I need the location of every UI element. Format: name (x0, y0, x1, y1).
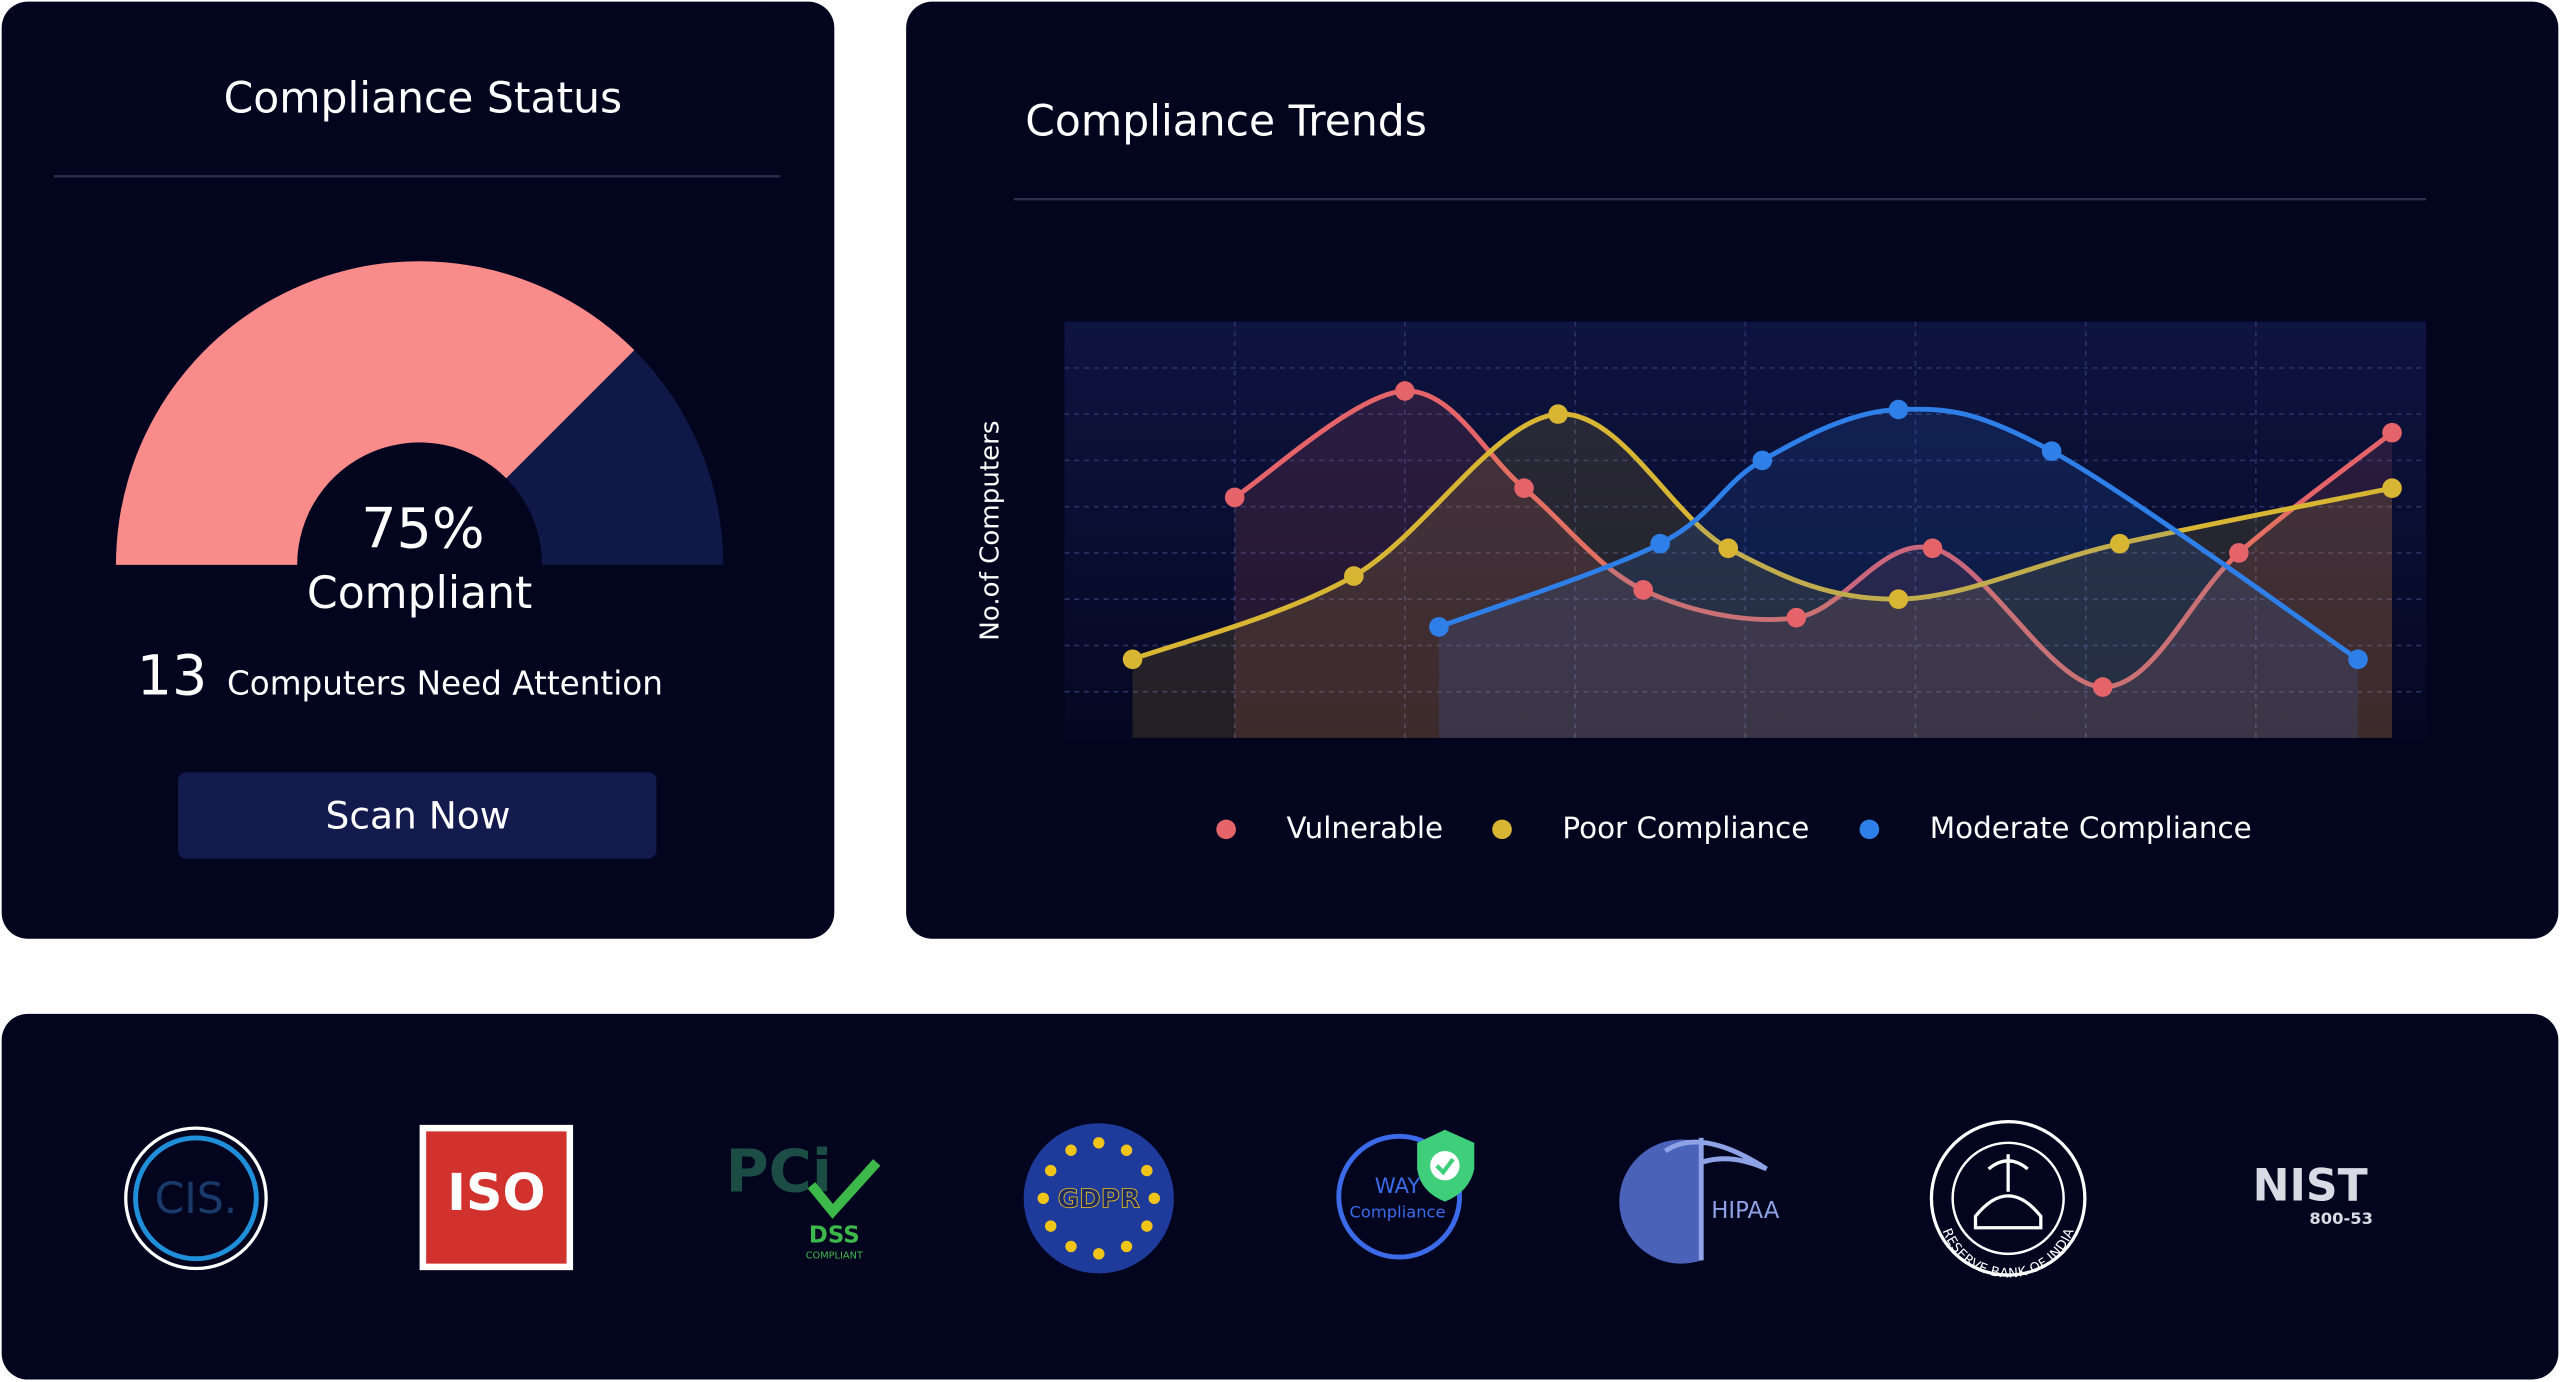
way-badge: WAY Compliance (1336, 1129, 1475, 1260)
star (1093, 1137, 1105, 1149)
badge-text: ISO (447, 1163, 545, 1222)
panel-title: Compliance Status (224, 75, 623, 124)
series-line (1438, 406, 2360, 662)
star (1044, 1220, 1057, 1232)
badge-fill (426, 1131, 567, 1264)
badge-caduceus (1663, 1137, 1768, 1261)
badge-text: CIS. (155, 1175, 238, 1224)
nist-badge: NIST 800-53 (2253, 1161, 2373, 1229)
badge-text: 800-53 (2309, 1209, 2373, 1228)
series-area (1234, 390, 2393, 738)
legend-swatch (1492, 819, 1512, 840)
badge-check-bg (1430, 1150, 1460, 1181)
data-point (2382, 478, 2402, 498)
data-point (1122, 649, 1143, 670)
badge-ring (133, 1135, 259, 1262)
gauge-fill (115, 261, 635, 565)
gauge-track (506, 350, 724, 565)
hipaa-badge: HIPAA (1619, 1137, 1780, 1264)
scan-button-label[interactable]: Scan Now (326, 793, 511, 837)
gauge-value: 75% (361, 496, 484, 561)
star (1120, 1240, 1133, 1253)
badge-check (807, 1159, 881, 1219)
star (1044, 1164, 1057, 1177)
badge-shape (1619, 1139, 1702, 1264)
gauge (115, 261, 724, 565)
badge-check (1435, 1157, 1455, 1176)
data-point (1429, 617, 1449, 637)
star (1065, 1144, 1077, 1156)
legend-label: Moderate Compliance (1930, 811, 2252, 845)
star (1065, 1240, 1077, 1253)
star (1148, 1192, 1161, 1205)
attention-text: Computers Need Attention (227, 665, 663, 703)
badges-panel (1, 1013, 2559, 1380)
data-point (1718, 538, 1739, 559)
star (1141, 1164, 1153, 1177)
badge-ring (1951, 1141, 2065, 1256)
badge-ring (1929, 1119, 2087, 1277)
badge-text: Compliance (1350, 1203, 1446, 1222)
legend-swatch (1216, 819, 1236, 840)
data-point (2092, 677, 2113, 697)
data-point (1514, 478, 1534, 498)
star (1037, 1192, 1049, 1205)
attention-count: 13 (137, 643, 208, 708)
data-point (1344, 566, 1364, 586)
panel-title: Compliance Trends (1025, 98, 1427, 147)
cis-badge: CIS. (124, 1126, 268, 1271)
data-point (1633, 580, 1653, 600)
badge-text: HIPAA (1711, 1198, 1779, 1224)
gdpr-badge: GDPR (1023, 1123, 1174, 1274)
y-axis-label: No.of Computers (976, 420, 1006, 640)
series-area (1438, 409, 2359, 738)
legend-label: Vulnerable (1287, 811, 1444, 845)
plot (1064, 321, 2427, 738)
series-line (1233, 388, 2394, 690)
iso-badge: ISO (419, 1124, 574, 1271)
data-point (1752, 450, 1773, 471)
data-point (1548, 404, 1568, 424)
data-point (1922, 538, 1943, 559)
status-panel (1, 1, 835, 939)
badge-emblem (1973, 1154, 2043, 1230)
data-point (2382, 422, 2402, 443)
scan-button[interactable] (177, 772, 657, 859)
star (1120, 1144, 1133, 1156)
badge-text: GDPR (1058, 1184, 1140, 1214)
badge-ring (1336, 1133, 1463, 1260)
data-point (2348, 649, 2368, 670)
badge-stars (1037, 1137, 1161, 1260)
data-point (1650, 533, 1670, 554)
badge-text: WAY (1375, 1174, 1421, 1199)
legend: Vulnerable Poor Compliance Moderate Compli… (1216, 811, 2252, 845)
legend-swatch (1859, 819, 1880, 840)
legend-label: Poor Compliance (1562, 811, 1809, 845)
data-point (2041, 441, 2062, 461)
star (1093, 1248, 1105, 1260)
badge-disc (1023, 1123, 1174, 1274)
data-point (2229, 543, 2249, 563)
badge-text: NIST (2253, 1161, 2368, 1212)
gauge-caption: Compliant (307, 568, 532, 619)
badge-ring (124, 1126, 268, 1271)
data-point (1395, 381, 1415, 401)
data-point (1224, 487, 1245, 508)
data-point (1786, 607, 1807, 628)
data-point (1888, 399, 1909, 420)
star (1141, 1220, 1153, 1232)
data-point (1888, 589, 1909, 609)
badge-text: DSS (809, 1222, 860, 1248)
badge-text: COMPLIANT (806, 1250, 863, 1261)
data-point (2109, 533, 2130, 554)
pci-badge: PCi DSS COMPLIANT (726, 1137, 881, 1261)
